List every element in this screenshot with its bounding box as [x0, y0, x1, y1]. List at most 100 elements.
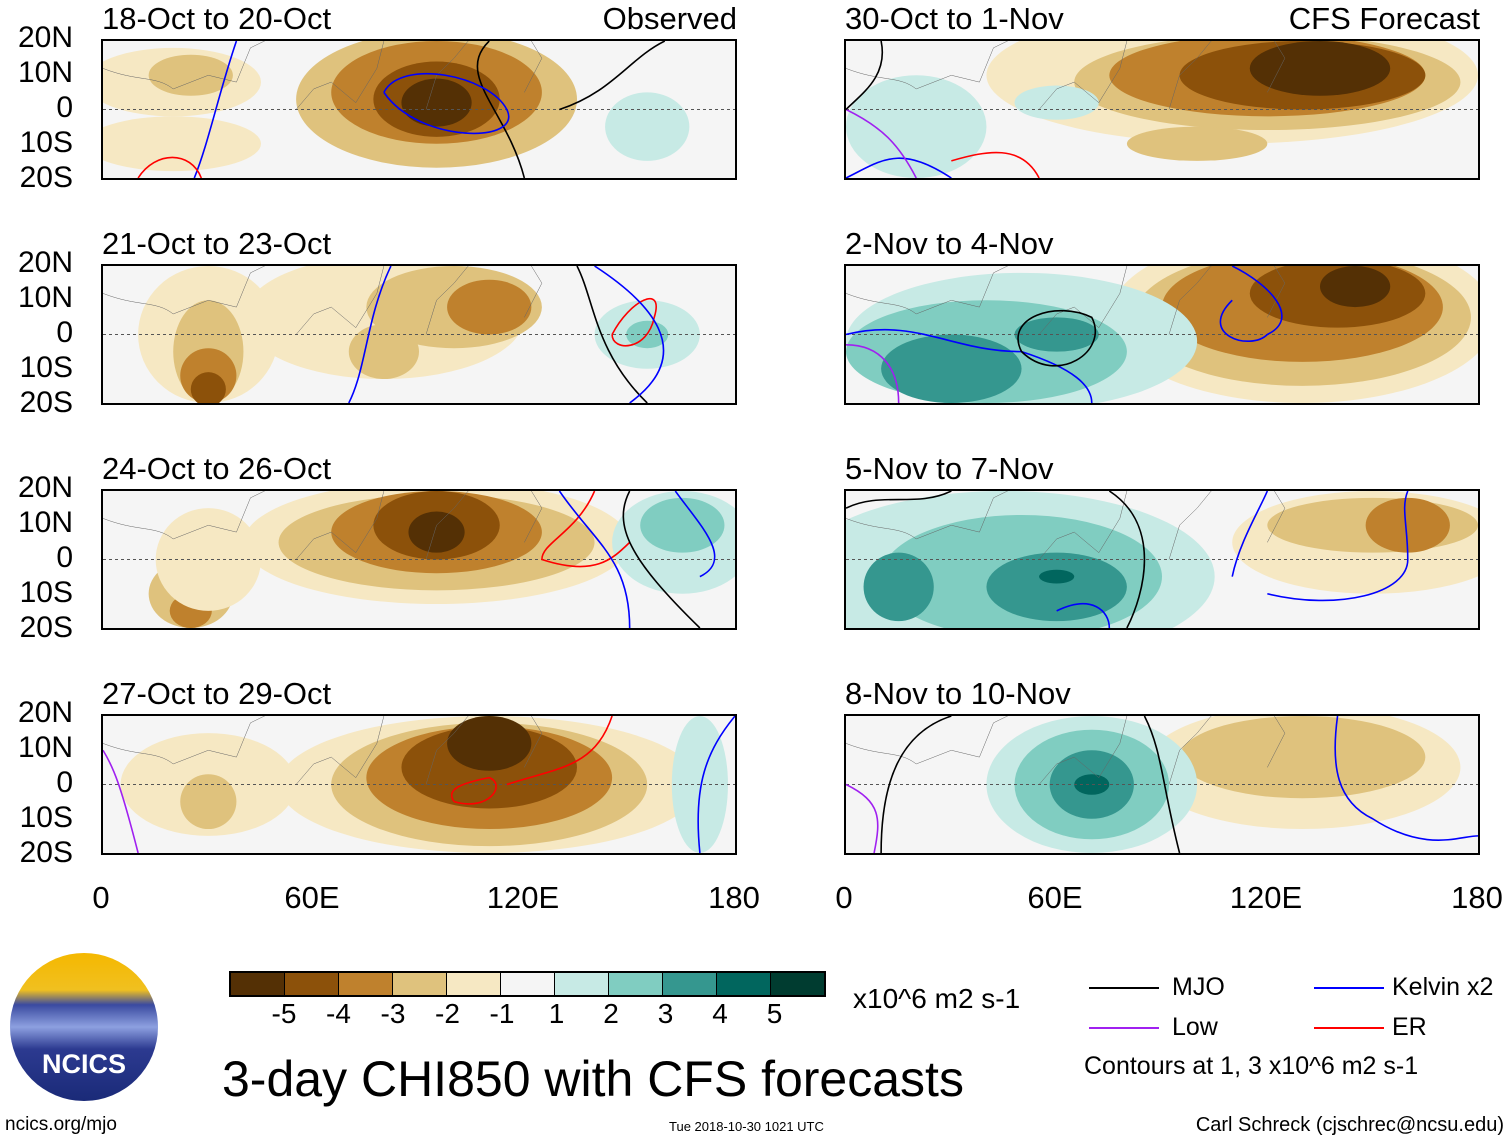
anomaly-shading	[1014, 85, 1099, 120]
colorbar-tick: 4	[712, 998, 728, 1029]
anomaly-shading	[640, 497, 725, 553]
lon-label: 120E	[486, 880, 560, 915]
colorbar-swatch	[339, 973, 393, 995]
panel-title: 8-Nov to 10-Nov	[845, 676, 1071, 711]
chi850-field	[103, 266, 735, 403]
lon-label: 0	[92, 880, 110, 915]
map-panel-L1	[101, 264, 737, 405]
lat-label: 20S	[19, 836, 73, 869]
wave-contour	[477, 41, 524, 178]
colorbar-swatch	[609, 973, 663, 995]
anomaly-shading	[1074, 774, 1110, 795]
wave-contour	[384, 74, 509, 134]
anomaly-shading	[447, 279, 532, 335]
lon-label: 120E	[1229, 880, 1303, 915]
legend-line-low	[1089, 1027, 1159, 1029]
colorbar-swatch	[447, 973, 501, 995]
wave-contour	[1220, 266, 1281, 341]
wave-contour	[698, 716, 735, 853]
wave-contour	[452, 778, 496, 804]
coastline	[103, 266, 630, 335]
panel-tag: CFS Forecast	[1288, 1, 1480, 36]
lon-label: 180	[708, 880, 760, 915]
anomaly-shading	[408, 511, 465, 553]
wave-contour	[951, 153, 1039, 178]
panel-tag: Observed	[602, 1, 737, 36]
lat-label: 20S	[19, 386, 73, 419]
anomaly-shading	[1249, 41, 1391, 96]
colorbar-tick: 5	[766, 998, 783, 1029]
anomaly-shading	[881, 334, 1022, 403]
colorbar-swatch	[717, 973, 771, 995]
lat-label: 20N	[17, 21, 73, 54]
colorbar-units: x10^6 m2 s-1	[853, 983, 1021, 1014]
chi850-field	[846, 716, 1478, 853]
lat-label: 10S	[19, 351, 73, 384]
lat-label: 10S	[19, 126, 73, 159]
anomaly-shading	[103, 116, 261, 172]
wave-contour	[559, 41, 664, 110]
lat-label: 10N	[17, 506, 73, 539]
footer-author: Carl Schreck (cjschrec@ncsu.edu)	[1195, 1114, 1504, 1136]
map-panel-R0	[844, 39, 1480, 180]
wave-contour	[846, 41, 882, 110]
anomaly-shading	[155, 508, 261, 611]
contour-note: Contours at 1, 3 x10^6 m2 s-1	[1084, 1052, 1419, 1080]
wave-contour	[1232, 491, 1408, 600]
coastline	[846, 41, 1373, 110]
colorbar-tick: 2	[603, 998, 619, 1029]
coastline	[846, 716, 1373, 785]
wave-contour	[542, 491, 630, 567]
lat-label: 20N	[17, 696, 73, 729]
lat-label: 10N	[17, 731, 73, 764]
wave-contour	[846, 785, 878, 854]
wave-contour	[846, 491, 951, 508]
lat-label: 10N	[17, 281, 73, 314]
coastline	[846, 266, 1373, 335]
wave-contour	[846, 110, 916, 179]
lat-label: 20S	[19, 161, 73, 194]
panel-title: 21-Oct to 23-Oct	[102, 226, 332, 261]
legend-line-er	[1314, 1027, 1384, 1029]
lon-label: 0	[835, 880, 853, 915]
wave-contour	[846, 330, 1092, 403]
colorbar-swatch	[663, 973, 717, 995]
anomaly-shading	[401, 78, 472, 127]
lat-label: 0	[56, 766, 73, 799]
chi850-field	[103, 491, 735, 628]
logo-text: NCICS	[41, 1049, 126, 1079]
lat-label: 20N	[17, 471, 73, 504]
chi850-field	[846, 491, 1478, 628]
chi850-field	[846, 266, 1478, 403]
wave-contour	[1109, 491, 1144, 628]
anomaly-shading	[1179, 716, 1426, 799]
anomaly-shading	[348, 324, 419, 380]
map-panel-R1	[844, 264, 1480, 405]
lat-label: 10N	[17, 56, 73, 89]
colorbar-swatch	[393, 973, 447, 995]
wave-contour	[1144, 716, 1179, 853]
footer-timestamp: Tue 2018-10-30 1021 UTC	[669, 1119, 824, 1134]
legend-label-er: ER	[1392, 1013, 1427, 1041]
wave-contour	[1335, 716, 1478, 840]
anomaly-shading	[1126, 126, 1268, 161]
map-panel-L2	[101, 489, 737, 630]
panel-title: 27-Oct to 29-Oct	[102, 676, 332, 711]
wave-contour	[881, 716, 951, 853]
wave-contour	[846, 345, 899, 403]
wave-contour	[1018, 311, 1095, 366]
chi850-field	[846, 41, 1478, 178]
colorbar-tick: -1	[489, 998, 515, 1029]
wave-contour	[577, 266, 647, 403]
colorbar-swatch	[555, 973, 609, 995]
legend-label-mjo: MJO	[1172, 973, 1225, 1001]
colorbar-tick: -2	[435, 998, 460, 1029]
wave-contour	[623, 491, 700, 628]
lon-label: 180	[1451, 880, 1503, 915]
lat-label: 0	[56, 316, 73, 349]
colorbar-swatch	[231, 973, 285, 995]
map-panel-R3	[844, 714, 1480, 855]
wave-contour	[103, 750, 138, 853]
wave-contour	[846, 158, 951, 178]
